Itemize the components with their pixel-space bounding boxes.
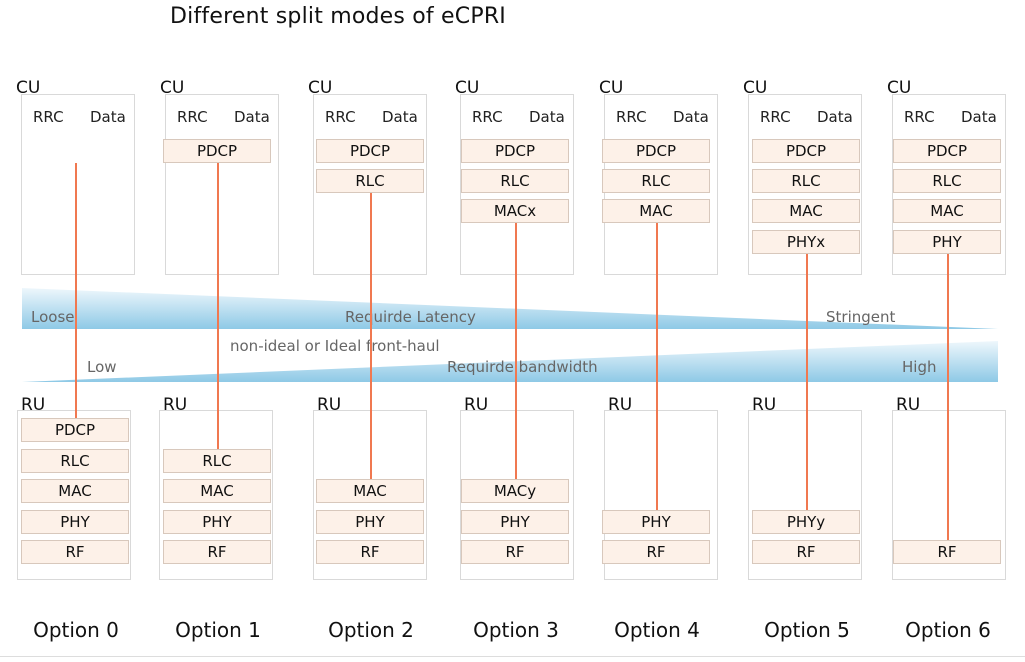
ru-layer-rf: RF bbox=[21, 540, 129, 564]
ru-label: RU bbox=[752, 395, 777, 415]
ru-label: RU bbox=[317, 395, 342, 415]
latency-high-label: Stringent bbox=[826, 308, 896, 326]
latency-title-label: Requirde Latency bbox=[345, 308, 476, 326]
ru-layer-mac: MAC bbox=[316, 479, 424, 503]
ru-layer-rf: RF bbox=[752, 540, 860, 564]
cu-rrc-label: RRC bbox=[325, 108, 356, 126]
ru-layer-mac: MAC bbox=[163, 479, 271, 503]
cu-label: CU bbox=[16, 78, 41, 98]
cu-rrc-label: RRC bbox=[904, 108, 935, 126]
cu-label: CU bbox=[160, 78, 185, 98]
ru-label: RU bbox=[896, 395, 921, 415]
bandwidth-low-label: Low bbox=[87, 358, 117, 376]
ru-layer-phyy: PHYy bbox=[752, 510, 860, 534]
ru-layer-phy: PHY bbox=[602, 510, 710, 534]
cu-rrc-label: RRC bbox=[616, 108, 647, 126]
cu-layer-rlc: RLC bbox=[316, 169, 424, 193]
cu-layer-pdcp: PDCP bbox=[893, 139, 1001, 163]
ru-layer-phy: PHY bbox=[461, 510, 569, 534]
split-line bbox=[515, 223, 517, 479]
ru-layer-phy: PHY bbox=[21, 510, 129, 534]
ru-layer-rlc: RLC bbox=[163, 449, 271, 473]
option-label: Option 2 bbox=[328, 618, 414, 642]
split-line bbox=[217, 163, 219, 449]
ru-layer-phy: PHY bbox=[316, 510, 424, 534]
split-line bbox=[370, 193, 372, 479]
ru-layer-rf: RF bbox=[316, 540, 424, 564]
option-label: Option 4 bbox=[614, 618, 700, 642]
option-label: Option 6 bbox=[905, 618, 991, 642]
cu-data-label: Data bbox=[382, 108, 418, 126]
bandwidth-wedge bbox=[22, 341, 998, 382]
ru-layer-rf: RF bbox=[461, 540, 569, 564]
cu-label: CU bbox=[743, 78, 768, 98]
cu-layer-mac: MAC bbox=[752, 199, 860, 223]
cu-panel bbox=[165, 94, 279, 275]
cu-layer-rlc: RLC bbox=[752, 169, 860, 193]
cu-rrc-label: RRC bbox=[33, 108, 64, 126]
bottom-rule bbox=[0, 656, 1025, 657]
cu-data-label: Data bbox=[817, 108, 853, 126]
option-label: Option 5 bbox=[764, 618, 850, 642]
latency-wedge bbox=[22, 288, 998, 329]
ru-layer-pdcp: PDCP bbox=[21, 418, 129, 442]
fronthaul-note: non-ideal or Ideal front-haul bbox=[230, 337, 440, 355]
cu-layer-rlc: RLC bbox=[893, 169, 1001, 193]
cu-panel bbox=[21, 94, 135, 275]
ru-layer-rlc: RLC bbox=[21, 449, 129, 473]
option-label: Option 0 bbox=[33, 618, 119, 642]
cu-data-label: Data bbox=[529, 108, 565, 126]
cu-label: CU bbox=[599, 78, 624, 98]
cu-layer-pdcp: PDCP bbox=[602, 139, 710, 163]
cu-label: CU bbox=[887, 78, 912, 98]
cu-label: CU bbox=[308, 78, 333, 98]
cu-rrc-label: RRC bbox=[177, 108, 208, 126]
bandwidth-title-label: Requirde bandwidth bbox=[447, 358, 598, 376]
ru-layer-rf: RF bbox=[163, 540, 271, 564]
ru-label: RU bbox=[163, 395, 188, 415]
ru-layer-mac: MAC bbox=[21, 479, 129, 503]
ru-label: RU bbox=[464, 395, 489, 415]
ru-layer-macy: MACy bbox=[461, 479, 569, 503]
cu-layer-pdcp: PDCP bbox=[461, 139, 569, 163]
split-line bbox=[75, 163, 77, 418]
cu-data-label: Data bbox=[673, 108, 709, 126]
ru-layer-rf: RF bbox=[602, 540, 710, 564]
option-label: Option 3 bbox=[473, 618, 559, 642]
cu-rrc-label: RRC bbox=[472, 108, 503, 126]
split-line bbox=[656, 223, 658, 510]
cu-layer-pdcp: PDCP bbox=[316, 139, 424, 163]
cu-layer-mac: MAC bbox=[893, 199, 1001, 223]
ru-label: RU bbox=[21, 395, 46, 415]
cu-layer-macx: MACx bbox=[461, 199, 569, 223]
cu-layer-pdcp: PDCP bbox=[752, 139, 860, 163]
ru-label: RU bbox=[608, 395, 633, 415]
diagram-title: Different split modes of eCPRI bbox=[170, 4, 506, 29]
ru-layer-phy: PHY bbox=[163, 510, 271, 534]
ru-layer-rf: RF bbox=[893, 540, 1001, 564]
latency-low-label: Loose bbox=[31, 308, 75, 326]
cu-layer-rlc: RLC bbox=[461, 169, 569, 193]
cu-data-label: Data bbox=[234, 108, 270, 126]
cu-data-label: Data bbox=[961, 108, 997, 126]
cu-label: CU bbox=[455, 78, 480, 98]
cu-layer-pdcp: PDCP bbox=[163, 139, 271, 163]
cu-rrc-label: RRC bbox=[760, 108, 791, 126]
split-line bbox=[806, 254, 808, 510]
cu-layer-mac: MAC bbox=[602, 199, 710, 223]
cu-layer-phyx: PHYx bbox=[752, 230, 860, 254]
cu-layer-rlc: RLC bbox=[602, 169, 710, 193]
bandwidth-high-label: High bbox=[902, 358, 937, 376]
cu-layer-phy: PHY bbox=[893, 230, 1001, 254]
split-line bbox=[947, 254, 949, 540]
option-label: Option 1 bbox=[175, 618, 261, 642]
cu-data-label: Data bbox=[90, 108, 126, 126]
